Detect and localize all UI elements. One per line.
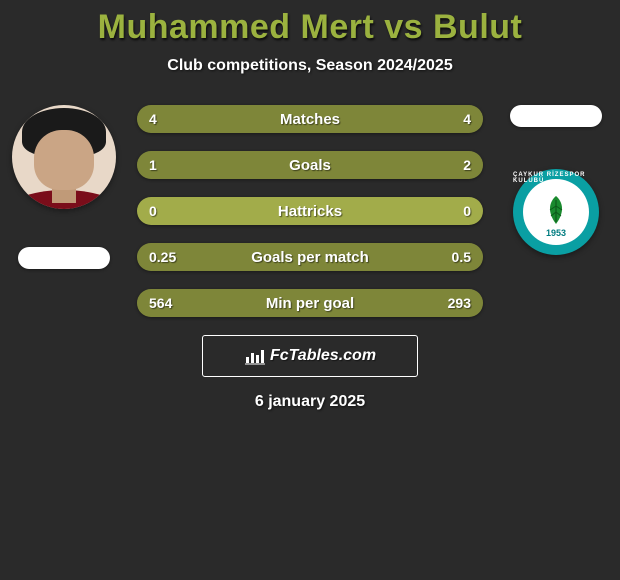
stat-row: 0.250.5Goals per match <box>137 243 483 271</box>
branding-box: FcTables.com <box>202 335 418 377</box>
bar-chart-icon <box>244 347 266 365</box>
stat-row: 12Goals <box>137 151 483 179</box>
page-subtitle: Club competitions, Season 2024/2025 <box>0 57 620 75</box>
tea-leaf-icon <box>541 194 571 230</box>
date-label: 6 january 2025 <box>0 393 620 411</box>
branding-name: Tables.com <box>289 347 376 364</box>
content-row: 44Matches 12Goals 00Hattricks 0.250.5Goals … <box>0 105 620 317</box>
player-left-flag-pill <box>18 247 110 269</box>
stats-column: 44Matches 12Goals 00Hattricks 0.250.5Goals … <box>137 105 483 317</box>
stat-label: Min per goal <box>137 295 483 312</box>
stat-row: 44Matches <box>137 105 483 133</box>
avatar-face <box>34 130 94 190</box>
page-title: Muhammed Mert vs Bulut <box>0 8 620 47</box>
stat-row: 564293Min per goal <box>137 289 483 317</box>
stat-label: Goals per match <box>137 249 483 266</box>
stat-label: Matches <box>137 111 483 128</box>
stat-label: Hattricks <box>137 203 483 220</box>
player-right-flag-pill <box>510 105 602 127</box>
badge-inner: 1953 <box>523 179 589 245</box>
club-badge: ÇAYKUR RİZESPOR KULÜBÜ 1953 <box>513 169 599 255</box>
comparison-card: Muhammed Mert vs Bulut Club competitions… <box>0 0 620 580</box>
badge-year: 1953 <box>546 228 566 238</box>
player-left-avatar <box>12 105 116 209</box>
player-right-column: ÇAYKUR RİZESPOR KULÜBÜ 1953 <box>501 105 611 255</box>
branding-text: FcTables.com <box>270 347 376 365</box>
stat-label: Goals <box>137 157 483 174</box>
player-left-column <box>9 105 119 269</box>
stat-row: 00Hattricks <box>137 197 483 225</box>
